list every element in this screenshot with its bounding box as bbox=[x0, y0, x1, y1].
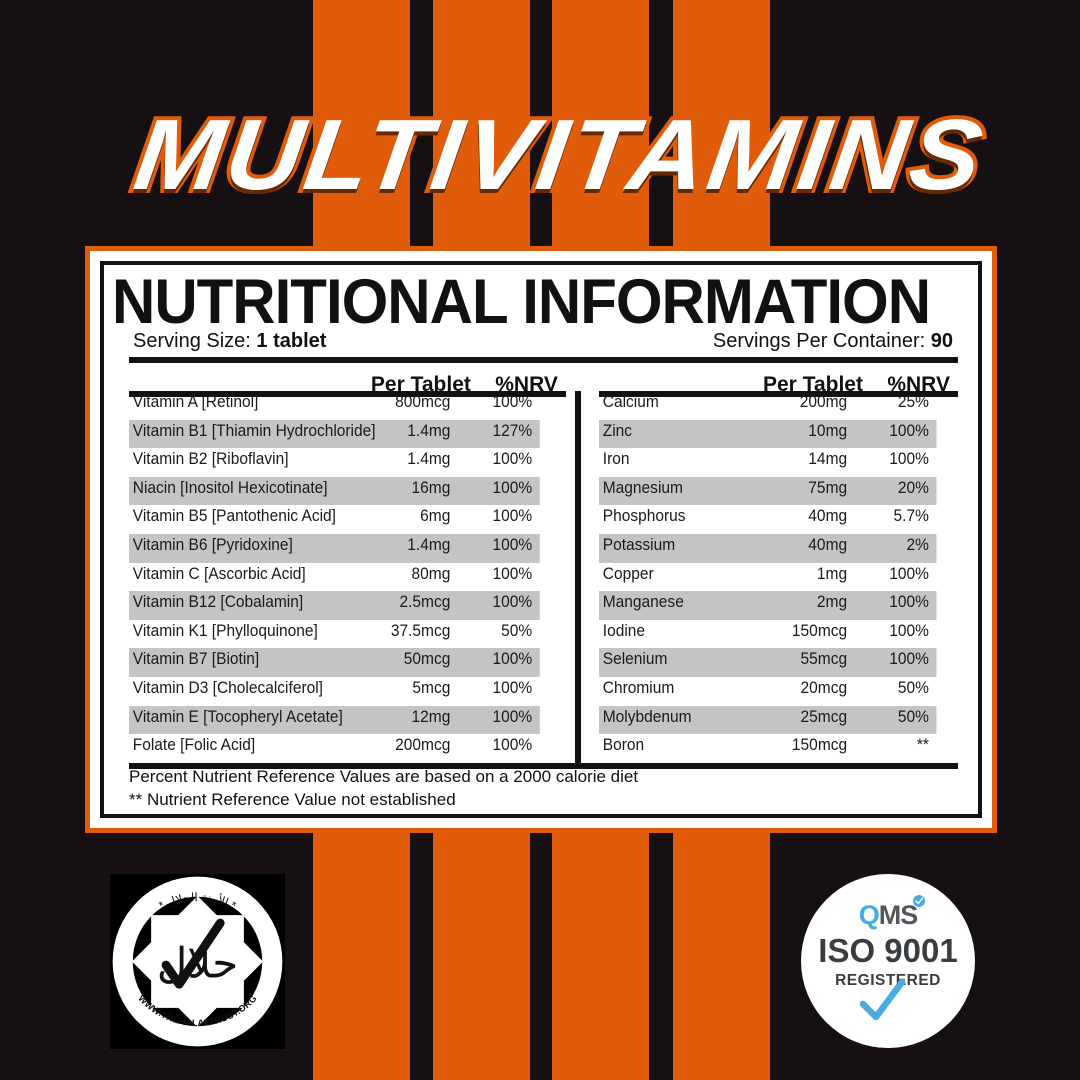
svg-text:QMS: QMS bbox=[859, 900, 918, 930]
svg-text:ISO 9001: ISO 9001 bbox=[818, 932, 957, 969]
svg-text:REGISTERED: REGISTERED bbox=[835, 972, 941, 989]
